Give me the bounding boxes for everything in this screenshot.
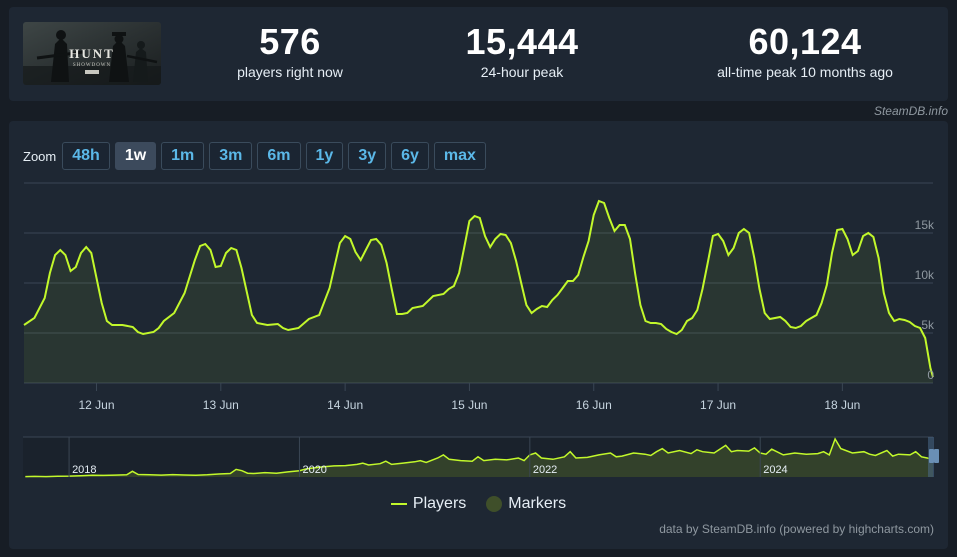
zoom-max-button[interactable]: max xyxy=(433,142,486,170)
y-axis: 0 5k 10k 15k xyxy=(915,218,935,382)
y-tick-label: 0 xyxy=(927,368,934,382)
game-thumbnail-image: HUNT SHOWDOWN xyxy=(23,22,161,85)
svg-text:HUNT: HUNT xyxy=(69,46,115,61)
chart-panel: Zoom 48h 1w 1m 3m 6m 1y 3y 6y max 12 Jun… xyxy=(9,121,948,549)
all-time-peak-label: all-time peak 10 months ago xyxy=(717,64,893,80)
highcharts-credit[interactable]: data by SteamDB.info (powered by highcha… xyxy=(659,522,934,536)
players-line-swatch xyxy=(390,503,407,505)
navigator-year-label: 2022 xyxy=(533,464,557,476)
zoom-6y-button[interactable]: 6y xyxy=(391,142,429,170)
y-tick-label: 5k xyxy=(921,318,935,332)
24h-peak-value: 15,444 xyxy=(465,21,579,62)
x-tick-label: 12 Jun xyxy=(78,398,114,412)
zoom-controls: Zoom 48h 1w 1m 3m 6m 1y 3y 6y max xyxy=(23,142,491,170)
navigator[interactable]: 2018 2020 2022 2024 xyxy=(23,436,939,478)
zoom-1w-button[interactable]: 1w xyxy=(114,142,157,170)
x-tick-label: 18 Jun xyxy=(824,398,860,412)
legend-markers[interactable]: Markers xyxy=(486,495,566,513)
svg-text:SHOWDOWN: SHOWDOWN xyxy=(73,63,111,68)
zoom-1y-button[interactable]: 1y xyxy=(305,142,344,170)
stats-panel: HUNT SHOWDOWN 576 players right now 15,4… xyxy=(9,7,948,101)
x-tick-label: 15 Jun xyxy=(451,398,487,412)
zoom-3m-button[interactable]: 3m xyxy=(209,142,253,170)
zoom-3y-button[interactable]: 3y xyxy=(348,142,387,170)
x-tick-label: 14 Jun xyxy=(327,398,363,412)
stat-24h-peak: 15,444 24-hour peak xyxy=(412,21,632,80)
current-players-label: players right now xyxy=(237,64,343,80)
legend-players-label: Players xyxy=(412,495,467,512)
players-area xyxy=(24,201,933,383)
y-tick-label: 15k xyxy=(915,218,935,232)
players-chart[interactable]: 12 Jun 13 Jun 14 Jun 15 Jun 16 Jun 17 Jun 18 J… xyxy=(9,121,948,549)
zoom-label: Zoom xyxy=(23,148,57,164)
all-time-peak-value: 60,124 xyxy=(748,21,862,62)
legend-markers-label: Markers xyxy=(508,495,567,512)
navigator-handle-left[interactable] xyxy=(929,449,934,463)
markers-dot-swatch xyxy=(486,496,503,512)
chart-legend: Players Markers xyxy=(9,495,948,513)
stat-current-players: 576 players right now xyxy=(180,21,400,80)
players-line[interactable] xyxy=(23,199,934,378)
chart-gridlines xyxy=(24,182,933,384)
stat-all-time-peak: 60,124 all-time peak 10 months ago xyxy=(695,21,915,80)
y-tick-label: 10k xyxy=(915,268,935,282)
navigator-handle-right[interactable] xyxy=(934,449,939,463)
navigator-line xyxy=(25,437,934,478)
zoom-48h-button[interactable]: 48h xyxy=(62,142,110,170)
x-tick-label: 17 Jun xyxy=(700,398,736,412)
current-players-value: 576 xyxy=(259,21,321,62)
navigator-labels: 2018 2020 2022 2024 xyxy=(68,437,788,477)
x-tick-label: 13 Jun xyxy=(203,398,239,412)
zoom-6m-button[interactable]: 6m xyxy=(257,142,301,170)
navigator-year-label: 2018 xyxy=(72,464,96,476)
x-tick-label: 16 Jun xyxy=(576,398,612,412)
24h-peak-label: 24-hour peak xyxy=(480,64,564,80)
legend-players[interactable]: Players xyxy=(390,495,467,513)
navigator-year-label: 2024 xyxy=(763,464,787,476)
x-axis: 12 Jun 13 Jun 14 Jun 15 Jun 16 Jun 17 Jun 18 J… xyxy=(78,383,860,412)
navigator-year-label: 2020 xyxy=(302,464,326,476)
game-thumbnail[interactable]: HUNT SHOWDOWN xyxy=(23,22,161,85)
steamdb-credit-top[interactable]: SteamDB.info xyxy=(873,104,948,118)
zoom-1m-button[interactable]: 1m xyxy=(161,142,205,170)
